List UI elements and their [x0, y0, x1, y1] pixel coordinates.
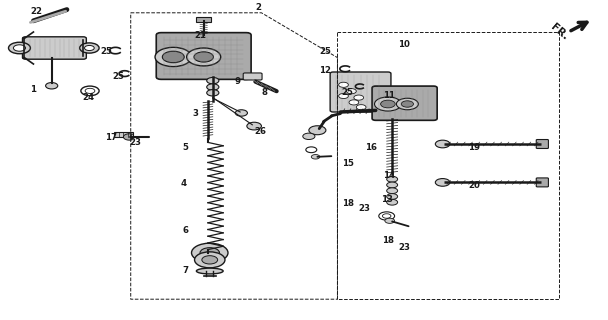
Circle shape [202, 256, 218, 264]
Circle shape [13, 45, 26, 51]
Circle shape [387, 176, 398, 182]
Text: 26: 26 [254, 127, 266, 136]
Circle shape [356, 105, 366, 110]
FancyBboxPatch shape [156, 33, 251, 79]
Circle shape [85, 45, 94, 51]
FancyBboxPatch shape [372, 86, 437, 120]
Circle shape [192, 243, 228, 262]
Circle shape [349, 100, 359, 105]
Ellipse shape [196, 268, 223, 274]
Wedge shape [123, 134, 133, 140]
Text: 11: 11 [383, 92, 395, 100]
Text: 16: 16 [365, 143, 377, 152]
Circle shape [339, 82, 348, 87]
Circle shape [247, 122, 261, 130]
FancyBboxPatch shape [243, 73, 262, 80]
Text: 15: 15 [342, 159, 354, 168]
Text: 18: 18 [342, 199, 354, 208]
Circle shape [46, 83, 58, 89]
Text: 7: 7 [182, 266, 188, 275]
Circle shape [435, 179, 450, 186]
Text: 4: 4 [181, 180, 187, 188]
Text: 14: 14 [383, 172, 395, 180]
Circle shape [207, 84, 219, 90]
Circle shape [354, 95, 364, 100]
Circle shape [155, 47, 192, 67]
Text: 2: 2 [255, 4, 261, 12]
Circle shape [207, 77, 219, 84]
Circle shape [387, 182, 398, 188]
Circle shape [235, 110, 247, 116]
Circle shape [303, 133, 315, 140]
Circle shape [194, 52, 213, 62]
Circle shape [385, 218, 395, 223]
Text: 18: 18 [382, 236, 394, 245]
Text: 25: 25 [100, 47, 112, 56]
Text: 23: 23 [129, 138, 141, 147]
Text: 8: 8 [261, 88, 268, 97]
Circle shape [200, 248, 219, 258]
Text: 20: 20 [468, 181, 480, 190]
Circle shape [339, 93, 348, 99]
Circle shape [387, 199, 398, 205]
Text: 13: 13 [381, 196, 393, 204]
Circle shape [401, 101, 413, 107]
Circle shape [80, 43, 99, 53]
Circle shape [162, 51, 184, 63]
FancyBboxPatch shape [330, 72, 391, 112]
Text: 9: 9 [234, 77, 240, 86]
FancyBboxPatch shape [22, 37, 86, 59]
Circle shape [9, 42, 30, 54]
Text: 23: 23 [359, 204, 371, 213]
Text: FR.: FR. [549, 22, 570, 42]
Circle shape [396, 98, 418, 110]
Text: 22: 22 [30, 7, 43, 16]
FancyBboxPatch shape [536, 140, 548, 148]
Circle shape [311, 155, 320, 159]
Circle shape [387, 188, 398, 194]
Text: 1: 1 [30, 85, 36, 94]
Circle shape [347, 89, 356, 94]
Text: 19: 19 [468, 143, 480, 152]
Circle shape [375, 97, 401, 111]
Circle shape [381, 100, 395, 108]
Bar [196, 17, 211, 22]
Text: 3: 3 [193, 109, 199, 118]
Circle shape [435, 140, 450, 148]
Text: 24: 24 [82, 93, 94, 102]
Text: 12: 12 [319, 66, 331, 75]
Text: 25: 25 [112, 72, 125, 81]
Circle shape [207, 90, 219, 96]
Circle shape [195, 252, 225, 268]
Text: 23: 23 [398, 243, 410, 252]
Circle shape [309, 126, 326, 135]
Text: 25: 25 [319, 47, 331, 56]
FancyBboxPatch shape [536, 178, 548, 187]
Text: 6: 6 [182, 226, 188, 235]
Text: 5: 5 [182, 143, 188, 152]
Text: 17: 17 [105, 133, 117, 142]
Circle shape [387, 194, 398, 199]
Text: 10: 10 [398, 40, 410, 49]
Bar [114, 132, 133, 137]
Text: 21: 21 [195, 31, 207, 40]
Circle shape [187, 48, 221, 66]
Text: 25: 25 [342, 88, 354, 97]
